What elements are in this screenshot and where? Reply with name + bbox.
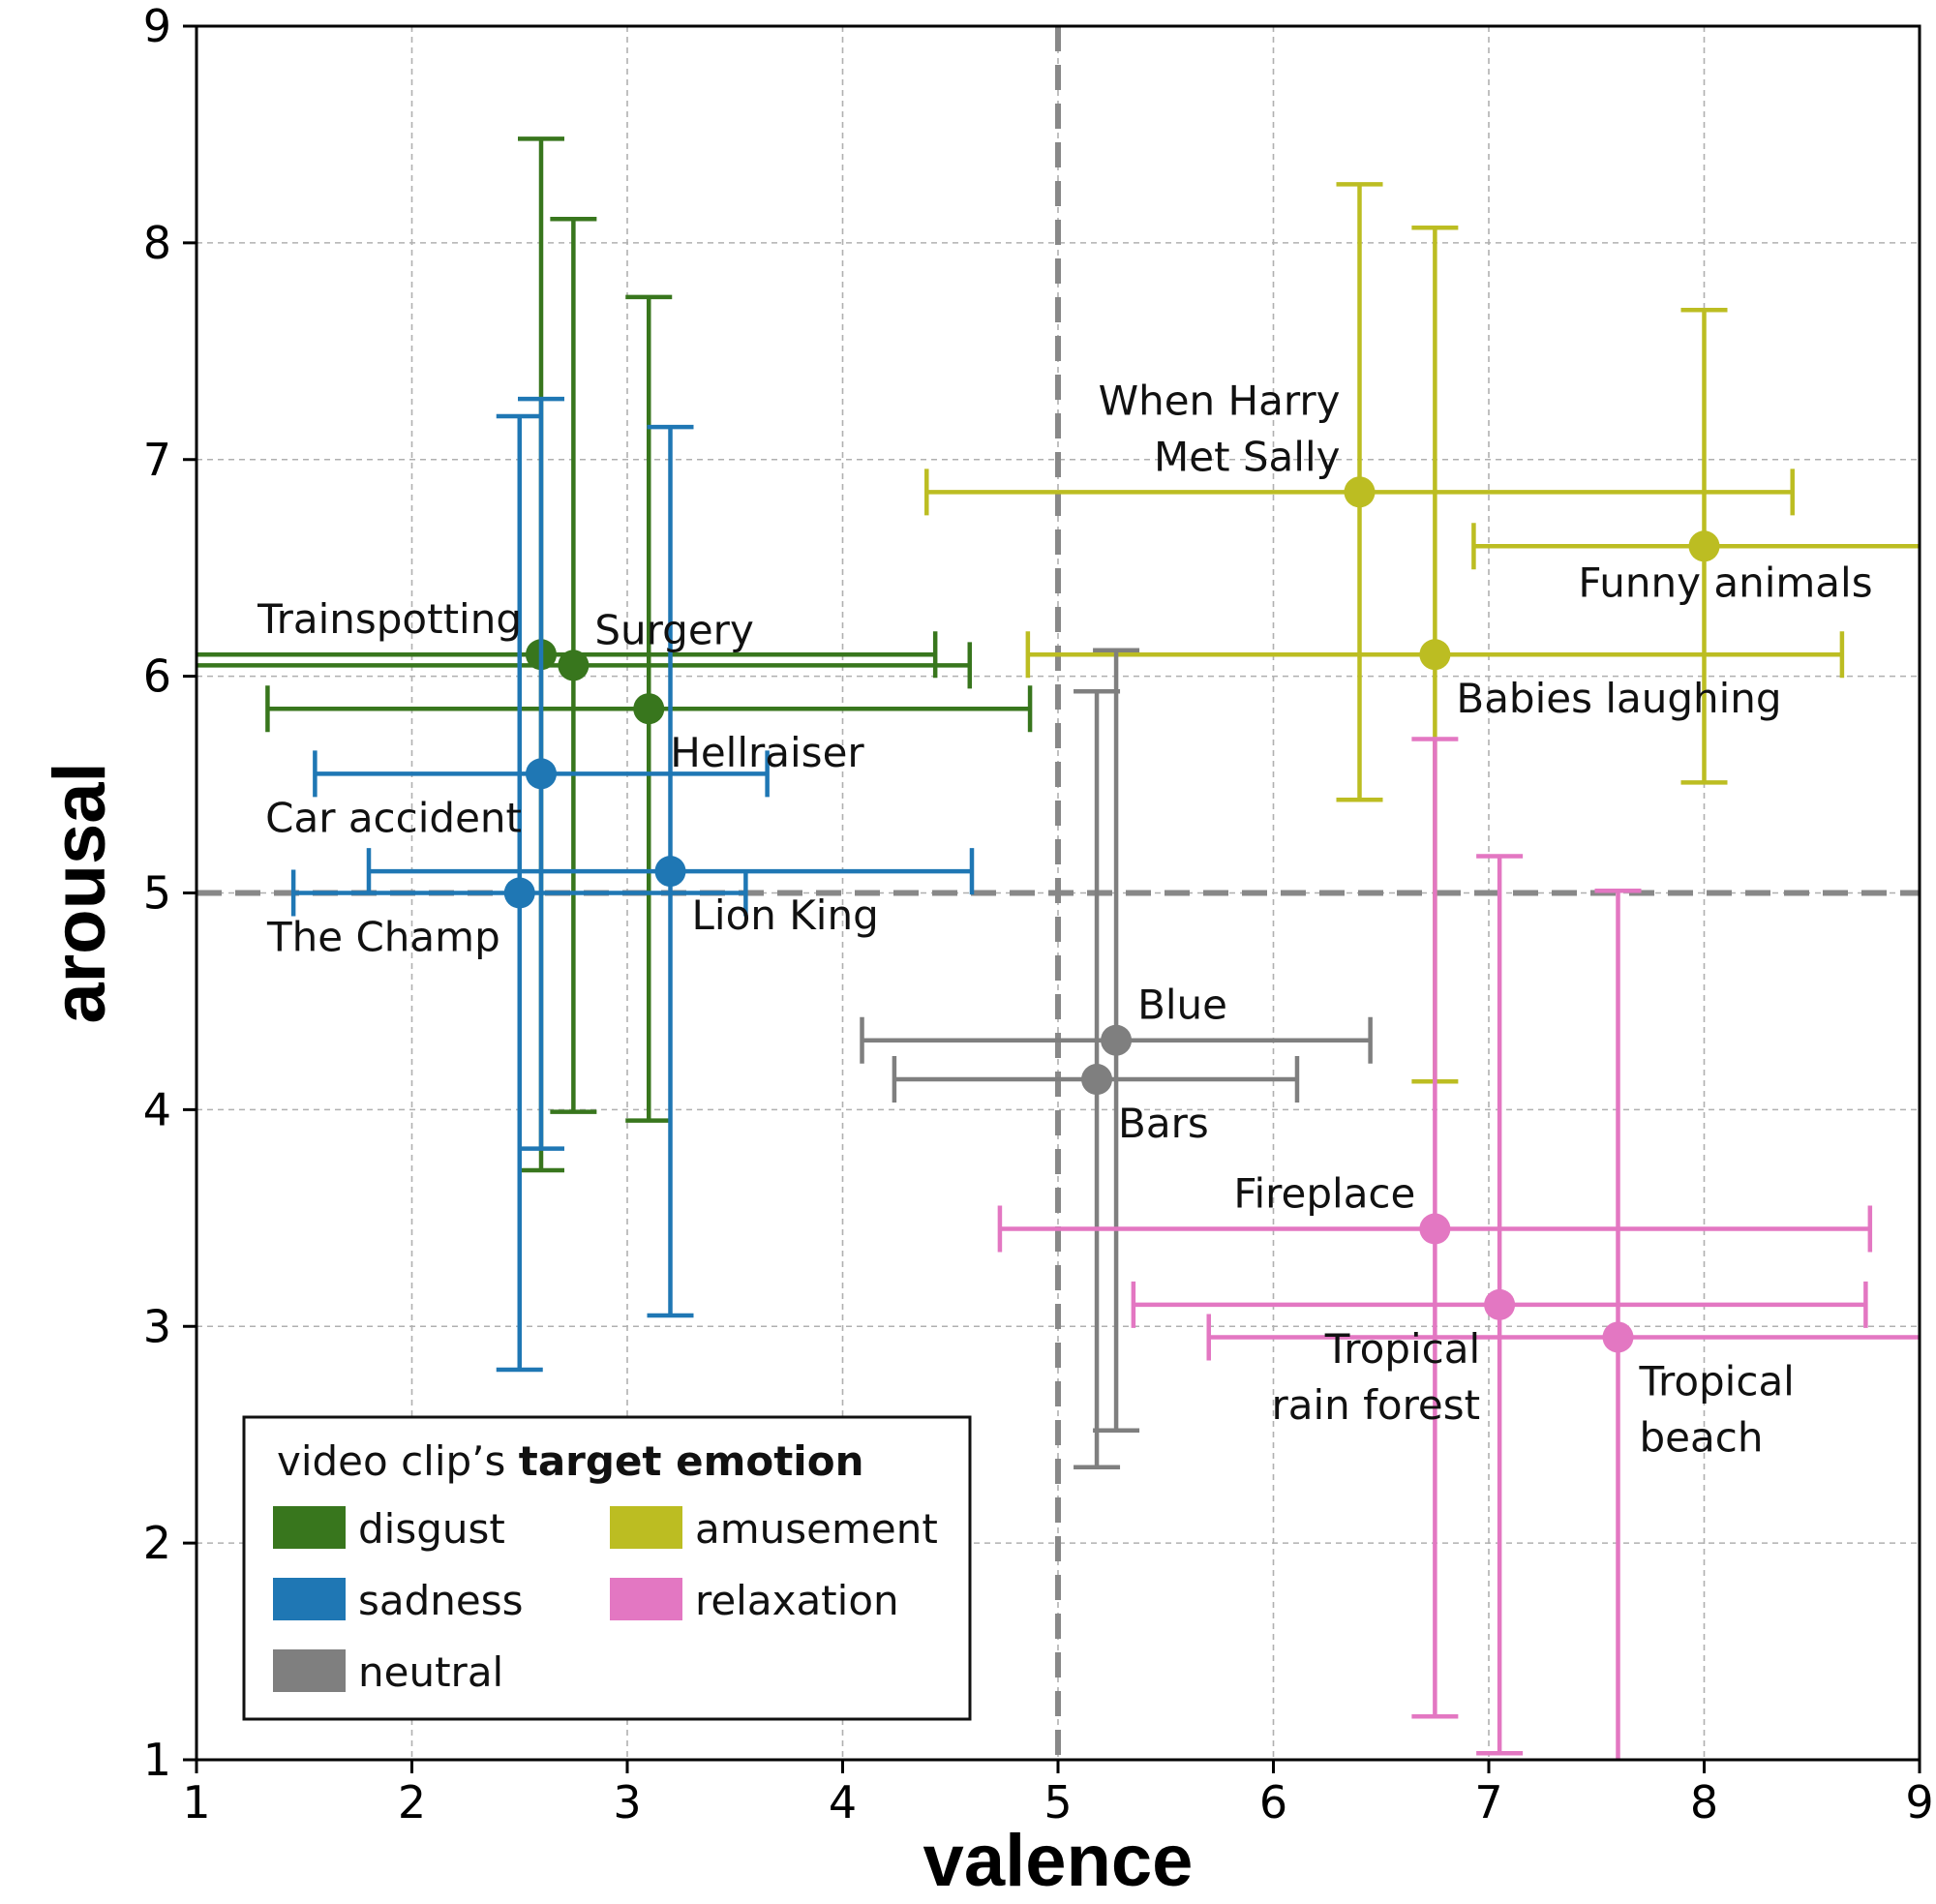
legend-swatch-sadness bbox=[273, 1578, 346, 1620]
y-tick-label: 8 bbox=[143, 217, 171, 269]
y-tick-label: 5 bbox=[143, 867, 171, 920]
label-blue: Blue bbox=[1137, 982, 1227, 1029]
x-tick-label: 3 bbox=[613, 1776, 641, 1828]
y-tick-label: 3 bbox=[143, 1300, 171, 1352]
label-line: Bars bbox=[1118, 1100, 1209, 1147]
legend-title-bold: target emotion bbox=[519, 1437, 864, 1485]
point-surgery bbox=[558, 650, 590, 681]
legend-swatch-relaxation bbox=[610, 1578, 682, 1620]
label-babies-laughing: Babies laughing bbox=[1456, 675, 1781, 722]
legend-box bbox=[242, 1415, 972, 1721]
y-tick-label: 9 bbox=[143, 0, 171, 52]
point-fireplace bbox=[1419, 1213, 1451, 1245]
point-lion-king bbox=[654, 856, 686, 888]
label-funny-animals: Funny animals bbox=[1578, 559, 1872, 606]
point-group-funny-animals bbox=[1471, 308, 1920, 785]
point-blue bbox=[1101, 1024, 1133, 1056]
label-fireplace: Fireplace bbox=[1233, 1170, 1415, 1218]
label-line: Fireplace bbox=[1233, 1170, 1415, 1218]
label-line: Hellraiser bbox=[670, 729, 864, 776]
point-the-champ bbox=[503, 877, 535, 909]
label-line: Blue bbox=[1137, 982, 1227, 1029]
point-when-harry-met-sally bbox=[1344, 476, 1376, 508]
label-bars: Bars bbox=[1118, 1100, 1209, 1147]
legend-title-prefix: video clip’s bbox=[277, 1437, 519, 1485]
legend-swatch-amusement bbox=[610, 1506, 682, 1549]
label-car-accident: Car accident bbox=[265, 794, 522, 841]
point-tropical-rain-forest bbox=[1484, 1288, 1516, 1320]
label-the-champ: The Champ bbox=[266, 914, 500, 961]
y-tick-label: 6 bbox=[143, 650, 171, 703]
point-group-surgery bbox=[197, 216, 973, 1114]
x-tick-label: 8 bbox=[1690, 1776, 1718, 1828]
label-tropical-rain-forest: Tropical rain forest bbox=[1271, 1325, 1480, 1429]
label-line: The Champ bbox=[266, 914, 500, 961]
point-tropical-beach bbox=[1602, 1321, 1634, 1353]
point-funny-animals bbox=[1688, 530, 1720, 562]
point-group-blue bbox=[860, 648, 1373, 1433]
x-tick-label: 1 bbox=[182, 1776, 210, 1828]
x-tick-label: 5 bbox=[1044, 1776, 1072, 1828]
legend-swatch-disgust bbox=[273, 1506, 346, 1549]
x-tick-label: 6 bbox=[1259, 1776, 1287, 1828]
point-group-fireplace bbox=[997, 737, 1873, 1719]
point-car-accident bbox=[526, 758, 557, 790]
y-tick-label: 1 bbox=[143, 1734, 171, 1786]
legend-label-amusement: amusement bbox=[695, 1505, 938, 1553]
point-group-hellraiser bbox=[265, 294, 1033, 1123]
x-tick-label: 7 bbox=[1474, 1776, 1502, 1828]
label-line: rain forest bbox=[1271, 1381, 1480, 1429]
label-trainspotting: Trainspotting bbox=[257, 595, 522, 643]
legend-label-relaxation: relaxation bbox=[695, 1577, 899, 1624]
y-tick-label: 2 bbox=[143, 1517, 171, 1569]
x-axis-title: valence bbox=[923, 1820, 1194, 1902]
label-line: Surgery bbox=[594, 606, 753, 653]
point-group-tropical-rain-forest bbox=[1131, 854, 1868, 1756]
label-line: Funny animals bbox=[1578, 559, 1872, 606]
legend-label-neutral: neutral bbox=[358, 1648, 503, 1696]
point-labels: Trainspotting Surgery Hellraiser Car accide… bbox=[257, 377, 1872, 1461]
label-hellraiser: Hellraiser bbox=[670, 729, 864, 776]
point-group-lion-king bbox=[366, 424, 975, 1318]
legend-title: video clip’s target emotion bbox=[277, 1437, 863, 1485]
point-group-tropical-beach bbox=[1206, 889, 1920, 1760]
label-line: Tropical bbox=[1639, 1357, 1795, 1405]
label-line: Trainspotting bbox=[257, 595, 522, 643]
label-surgery: Surgery bbox=[594, 606, 753, 653]
label-line: When Harry bbox=[1099, 377, 1341, 424]
legend-label-disgust: disgust bbox=[358, 1505, 505, 1553]
label-line: Car accident bbox=[265, 794, 522, 841]
x-tick-label: 9 bbox=[1905, 1776, 1933, 1828]
point-babies-laughing bbox=[1419, 639, 1451, 671]
y-tick-label: 4 bbox=[143, 1083, 171, 1135]
legend-label-sadness: sadness bbox=[358, 1577, 524, 1624]
label-tropical-beach: Tropical beach bbox=[1639, 1357, 1795, 1461]
point-group-the-champ bbox=[290, 413, 748, 1373]
label-line: Lion King bbox=[692, 892, 879, 939]
point-group-babies-laughing bbox=[1025, 225, 1845, 1084]
point-hellraiser bbox=[633, 693, 665, 725]
x-tick-label: 4 bbox=[829, 1776, 857, 1828]
data-series bbox=[197, 136, 1920, 1760]
point-group-car-accident bbox=[313, 396, 770, 1151]
label-line: Babies laughing bbox=[1456, 675, 1781, 722]
label-line: Met Sally bbox=[1154, 433, 1341, 480]
legend-swatch-neutral bbox=[273, 1649, 346, 1692]
x-tick-label: 2 bbox=[398, 1776, 426, 1828]
y-axis-title: arousal bbox=[39, 762, 121, 1023]
point-group-when-harry-met-sally bbox=[924, 182, 1795, 802]
label-line: beach bbox=[1640, 1413, 1764, 1461]
label-when-harry-met-sally: When Harry Met Sally bbox=[1099, 377, 1341, 480]
point-group-bars bbox=[892, 689, 1300, 1470]
point-bars bbox=[1081, 1064, 1113, 1096]
label-line: Tropical bbox=[1324, 1325, 1480, 1373]
y-tick-label: 7 bbox=[143, 434, 171, 486]
legend: video clip’s target emotion disgust amusem… bbox=[242, 1415, 972, 1721]
label-lion-king: Lion King bbox=[692, 892, 879, 939]
axis-ticks: 1 2 3 4 5 6 7 8 9 1 2 3 4 5 6 7 8 9 bbox=[143, 0, 1934, 1828]
